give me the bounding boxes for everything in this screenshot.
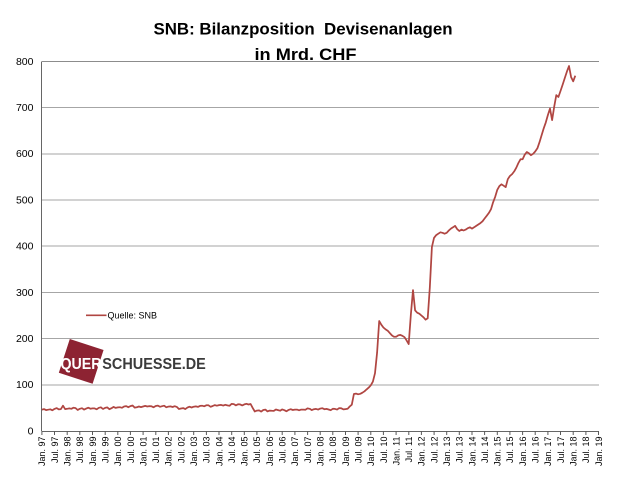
svg-text:Jul. 16: Jul. 16 [531, 437, 541, 464]
svg-text:Jan. 08: Jan. 08 [316, 437, 326, 467]
svg-text:800: 800 [16, 56, 34, 68]
svg-text:Jul. 04: Jul. 04 [227, 437, 237, 464]
svg-text:Jan. 05: Jan. 05 [240, 437, 250, 467]
svg-text:Jul. 00: Jul. 00 [126, 437, 136, 464]
svg-text:Jan. 18: Jan. 18 [569, 437, 579, 467]
svg-text:in Mrd. CHF: in Mrd. CHF [255, 45, 357, 64]
svg-text:Jan. 13: Jan. 13 [442, 437, 452, 467]
svg-text:Jul. 05: Jul. 05 [252, 437, 262, 464]
svg-text:Jan. 06: Jan. 06 [265, 437, 275, 467]
svg-text:Jul. 17: Jul. 17 [556, 437, 566, 464]
svg-text:400: 400 [16, 241, 34, 253]
svg-text:Jan. 15: Jan. 15 [493, 437, 503, 467]
svg-text:Jan. 97: Jan. 97 [37, 437, 47, 467]
svg-text:200: 200 [16, 333, 34, 345]
svg-text:Jan. 00: Jan. 00 [113, 437, 123, 467]
svg-text:Jul. 15: Jul. 15 [505, 437, 515, 464]
svg-text:Jul. 09: Jul. 09 [353, 437, 363, 464]
svg-text:Jan. 14: Jan. 14 [467, 437, 477, 467]
svg-text:Jan. 03: Jan. 03 [189, 437, 199, 467]
svg-text:Jul. 98: Jul. 98 [75, 437, 85, 464]
svg-text:300: 300 [16, 287, 34, 299]
svg-text:600: 600 [16, 148, 34, 160]
svg-text:Jul. 13: Jul. 13 [455, 437, 465, 464]
svg-text:Jan. 16: Jan. 16 [518, 437, 528, 467]
svg-text:Jul. 06: Jul. 06 [278, 437, 288, 464]
svg-text:QUER: QUER [61, 356, 102, 373]
svg-text:Jul. 97: Jul. 97 [50, 437, 60, 464]
svg-text:Jul. 99: Jul. 99 [101, 437, 111, 464]
svg-text:Jul. 12: Jul. 12 [429, 437, 439, 464]
svg-text:Jul. 11: Jul. 11 [404, 437, 414, 463]
svg-text:Jan. 12: Jan. 12 [417, 437, 427, 467]
svg-text:Jan. 19: Jan. 19 [594, 437, 604, 467]
svg-text:SNB: Bilanzposition Devisenan: SNB: Bilanzposition Devisenanlagen [154, 20, 453, 39]
svg-text:Jan. 07: Jan. 07 [290, 437, 300, 467]
svg-text:Jan. 17: Jan. 17 [543, 437, 553, 467]
svg-text:Jan. 04: Jan. 04 [214, 437, 224, 467]
svg-text:Jul. 01: Jul. 01 [151, 437, 161, 464]
svg-text:700: 700 [16, 102, 34, 114]
svg-text:Jan. 98: Jan. 98 [63, 437, 73, 467]
svg-text:Jul. 07: Jul. 07 [303, 437, 313, 464]
svg-text:Jan. 09: Jan. 09 [341, 437, 351, 467]
svg-text:Quelle: SNB: Quelle: SNB [108, 311, 158, 321]
svg-text:Jul. 08: Jul. 08 [328, 437, 338, 464]
svg-text:Jan. 01: Jan. 01 [138, 437, 148, 467]
svg-text:SCHUESSE.DE: SCHUESSE.DE [102, 356, 206, 373]
svg-text:500: 500 [16, 194, 34, 206]
svg-text:Jul. 03: Jul. 03 [202, 437, 212, 464]
svg-text:Jan. 99: Jan. 99 [88, 437, 98, 467]
svg-text:Jan. 10: Jan. 10 [366, 437, 376, 467]
svg-text:Jul. 02: Jul. 02 [176, 437, 186, 464]
svg-text:Jan. 02: Jan. 02 [164, 437, 174, 467]
svg-text:Jul. 18: Jul. 18 [581, 437, 591, 464]
svg-text:Jul. 14: Jul. 14 [480, 437, 490, 464]
svg-text:100: 100 [16, 379, 34, 391]
svg-text:0: 0 [28, 425, 34, 437]
svg-text:Jan. 11: Jan. 11 [391, 437, 401, 466]
svg-text:Jul. 10: Jul. 10 [379, 437, 389, 464]
